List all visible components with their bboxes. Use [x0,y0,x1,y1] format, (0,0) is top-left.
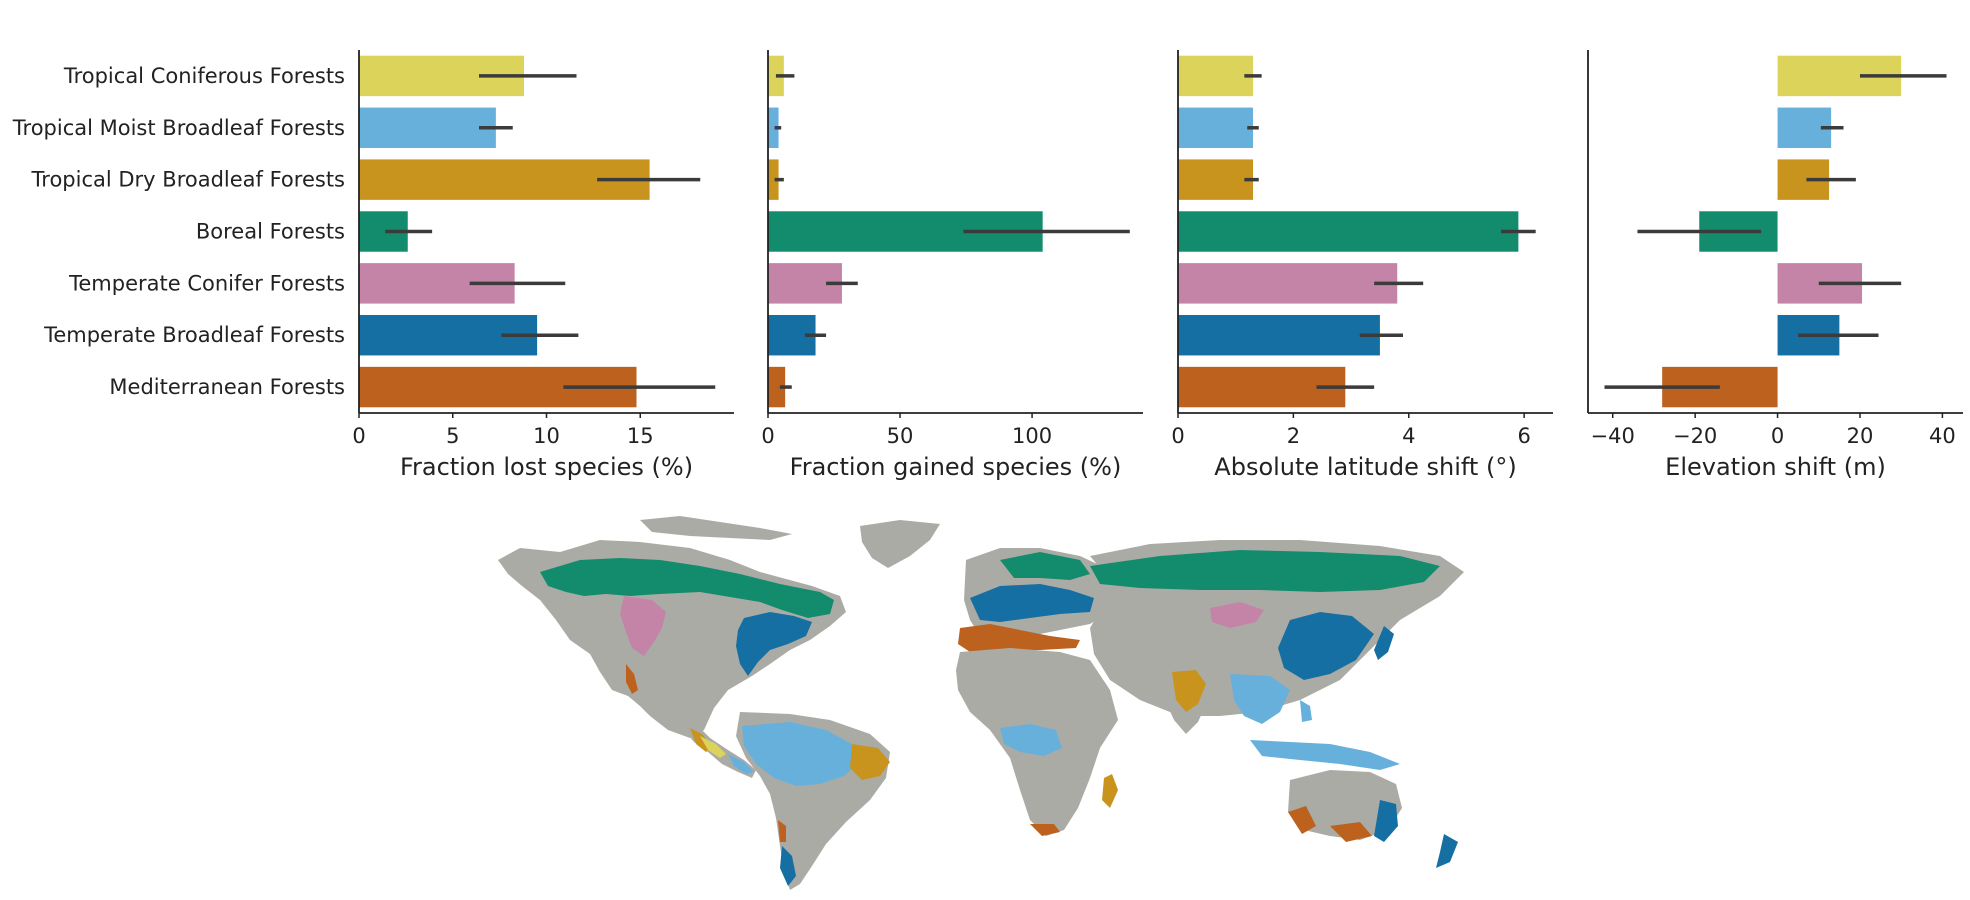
map-asia-boreal [1090,550,1440,592]
map-south-america-broadleaf [780,846,796,886]
map-south-america-dry [850,744,890,780]
map-japan [1374,626,1394,660]
x-tick-label: 2 [1287,424,1300,448]
map-southeast-asia-moist [1230,674,1290,724]
category-label: Boreal Forests [196,220,345,244]
x-tick-label: 100 [1012,424,1052,448]
x-tick-label: 0 [761,424,774,448]
panel-4: −40 −20 0 20 40 Elevation shift (m) [1587,50,1963,481]
bar [1178,107,1253,149]
bar [1178,211,1519,252]
x-tick-label: −40 [1591,424,1635,448]
map-madagascar [1102,774,1118,808]
map-arctic-islands [640,516,792,540]
x-tick-label: 0 [352,424,365,448]
category-label: Tropical Coniferous Forests [63,64,345,88]
x-axis-label: Absolute latitude shift (°) [1214,453,1516,481]
map-europe-mediterranean [958,624,1080,652]
bar [1178,314,1380,356]
x-tick-label: 6 [1517,424,1530,448]
x-tick-label: 20 [1847,424,1874,448]
map-australia-south-mediterranean [1330,822,1372,842]
x-tick-label: 50 [887,424,914,448]
bar-panels: 0 5 10 15 Fraction lost species (%) Tropical … [12,50,1963,481]
panel-2: 0 50 100 Fraction gained species (%) [761,50,1143,481]
bar [1178,55,1253,97]
map-greenland [860,520,940,568]
x-axis-label: Fraction gained species (%) [790,453,1122,481]
world-map [498,516,1464,890]
map-indonesia-moist [1250,740,1400,770]
x-tick-label: −20 [1673,424,1717,448]
category-label: Tropical Dry Broadleaf Forests [31,168,345,192]
map-india-dry [1172,670,1206,712]
bar [1178,159,1253,200]
map-europe-broadleaf [970,584,1094,622]
x-tick-label: 10 [533,424,560,448]
category-label: Temperate Conifer Forests [68,271,345,295]
map-central-america-moist [728,754,754,774]
map-asia-conifer [1210,602,1264,628]
map-australia-land [1288,770,1402,840]
map-europe-boreal [1000,552,1090,580]
map-new-zealand [1436,834,1458,868]
category-label: Temperate Broadleaf Forests [43,323,345,347]
panel-1: 0 5 10 15 Fraction lost species (%) Tropical … [12,50,734,481]
x-tick-label: 15 [627,424,654,448]
x-axis-label: Elevation shift (m) [1665,453,1886,481]
category-label: Mediterranean Forests [109,375,345,399]
map-asia-broadleaf [1278,612,1374,680]
map-north-america-conifer [620,596,666,656]
x-tick-label: 0 [1771,424,1784,448]
x-axis-label: Fraction lost species (%) [400,453,693,481]
map-africa-mediterranean [1030,824,1060,836]
x-tick-label: 40 [1929,424,1956,448]
bar [768,107,779,149]
map-central-america-conifer [700,736,726,758]
map-north-america-mediterranean [626,664,638,694]
map-australia-mediterranean [1288,806,1316,834]
bar [768,159,779,200]
bar [1178,263,1398,304]
map-philippines-moist [1300,700,1312,722]
map-south-america-mediterranean [778,820,786,842]
bar [768,366,786,408]
x-tick-label: 5 [446,424,459,448]
map-australia-broadleaf [1374,800,1398,842]
x-tick-label: 0 [1171,424,1184,448]
map-south-america-moist [742,722,860,786]
map-north-america-boreal [540,558,834,618]
map-north-america-broadleaf [736,612,812,676]
bar [359,107,496,149]
map-africa-moist [1000,724,1062,756]
x-tick-label: 4 [1402,424,1415,448]
category-label: Tropical Moist Broadleaf Forests [12,116,345,140]
